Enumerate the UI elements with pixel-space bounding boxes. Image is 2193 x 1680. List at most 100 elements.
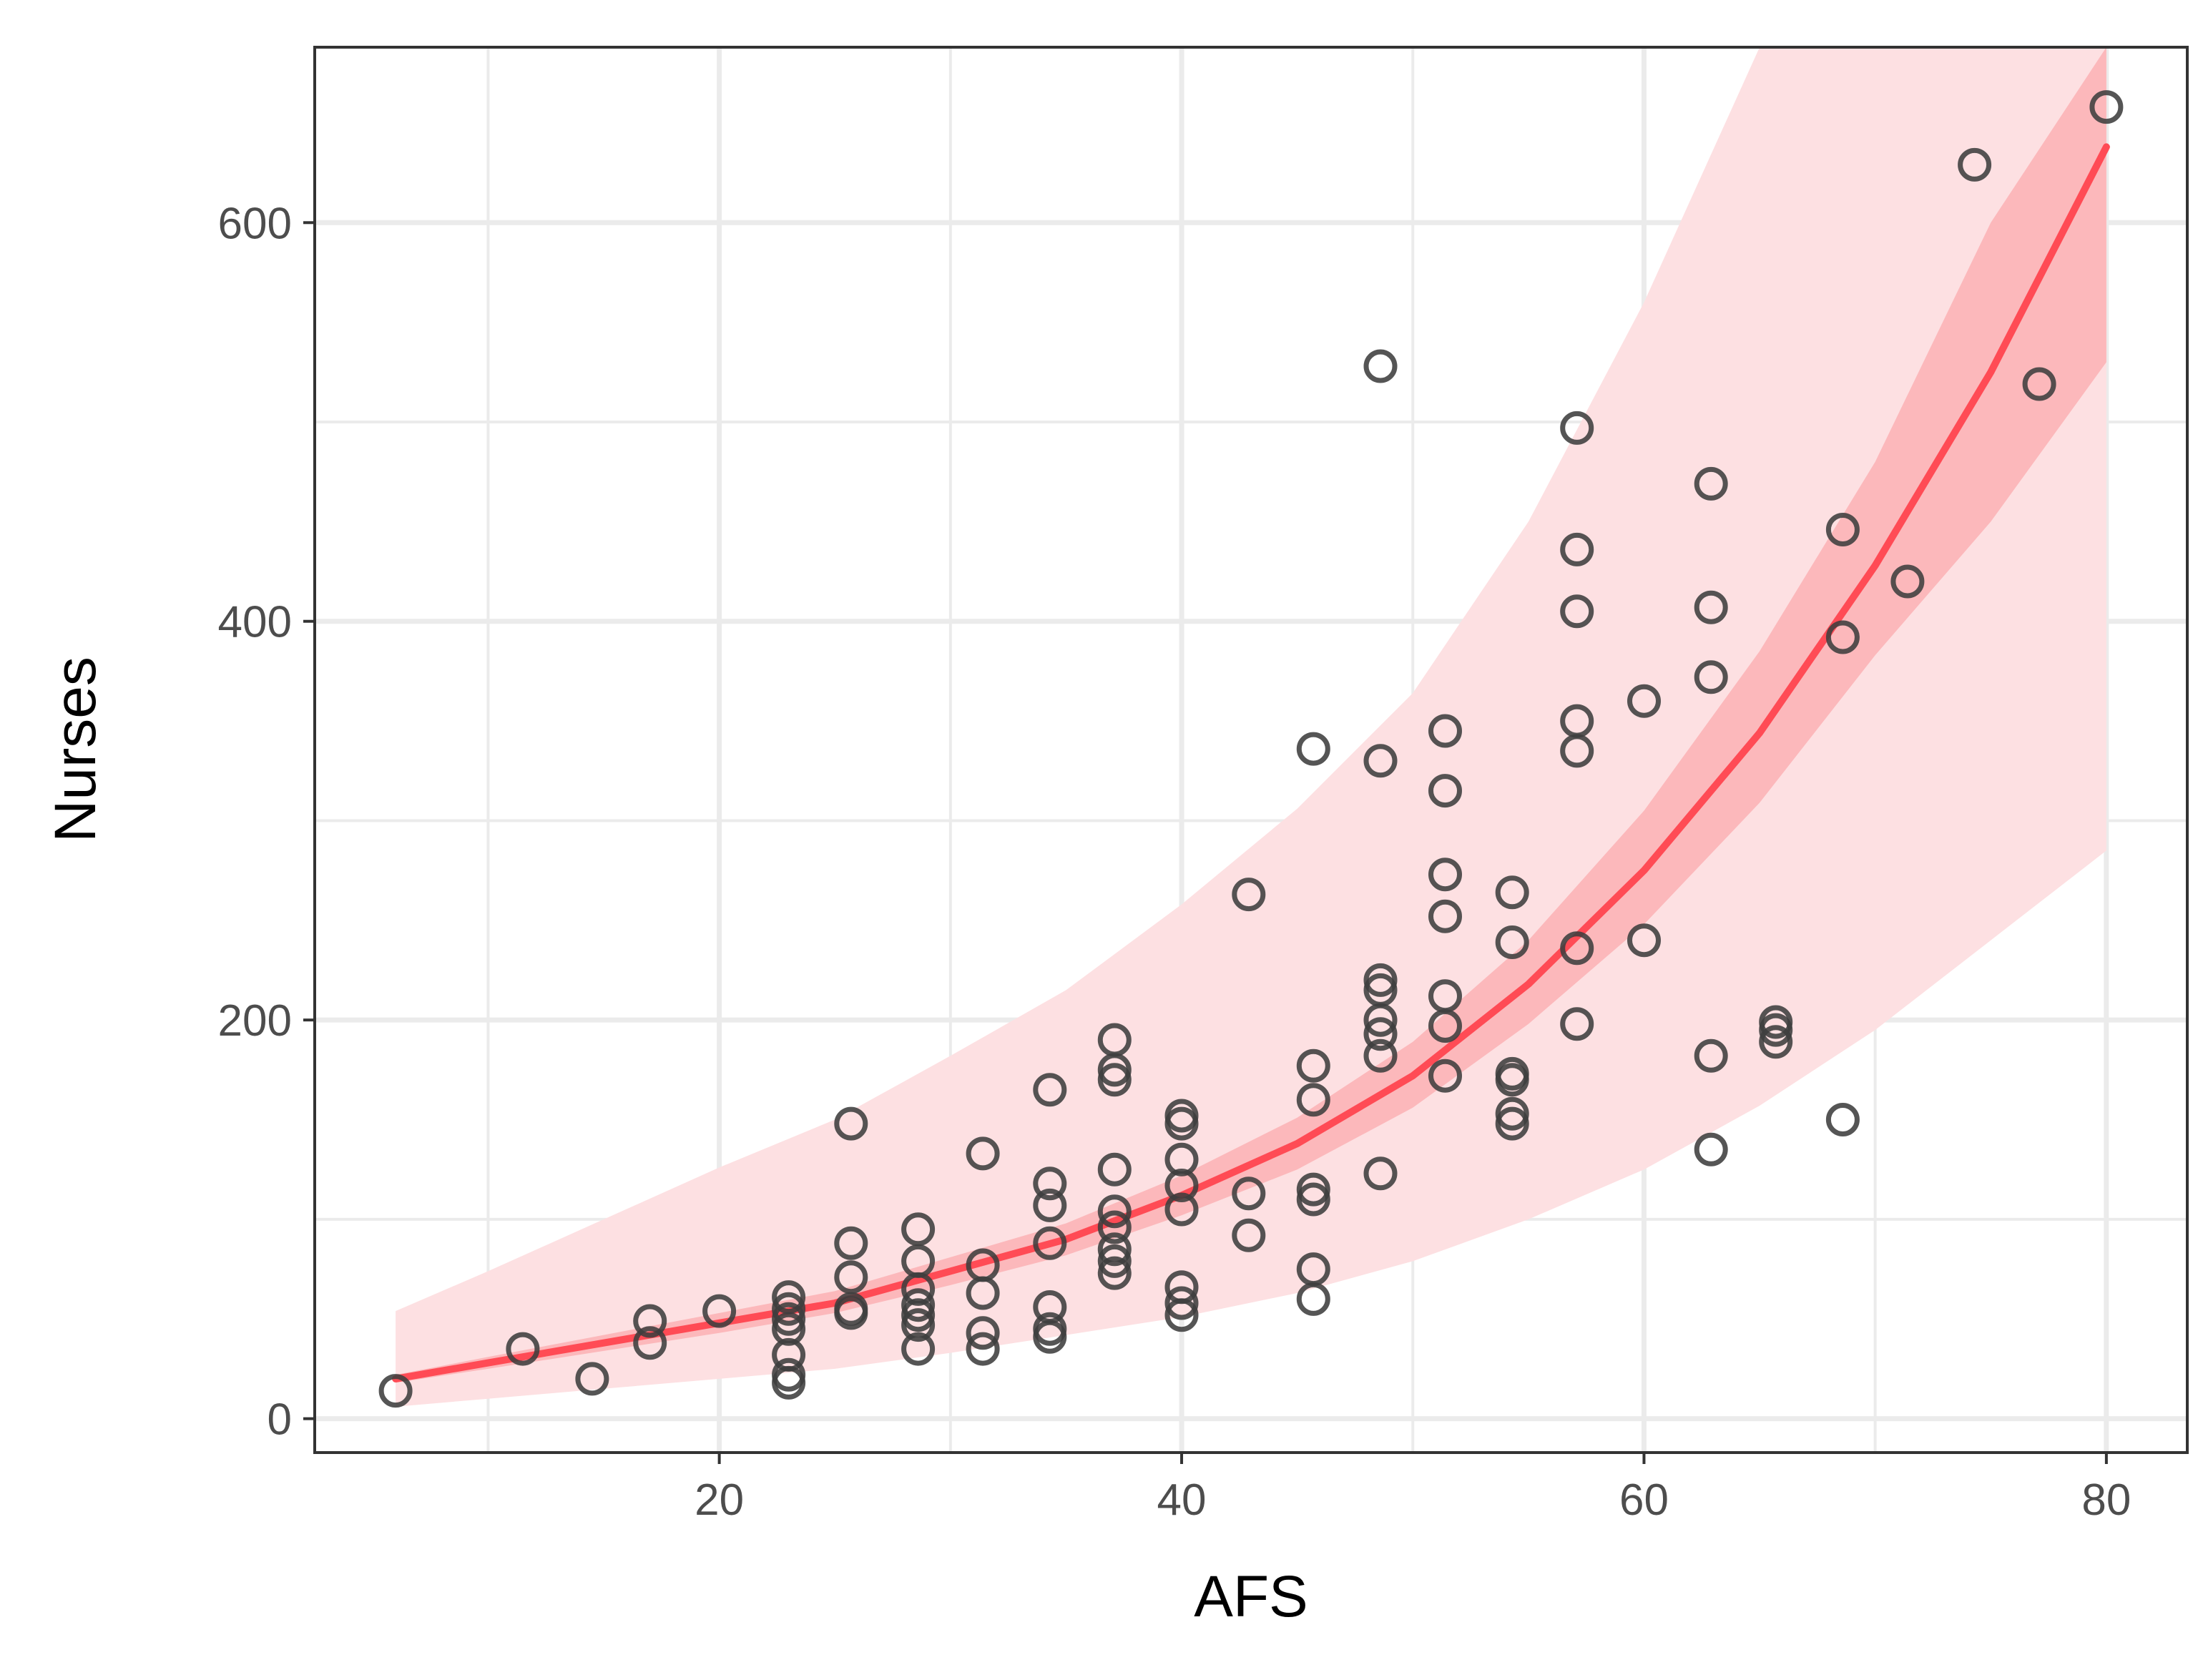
data-points (378, 90, 2124, 1408)
data-point (1097, 1063, 1132, 1097)
data-point (1097, 1256, 1132, 1290)
data-point (772, 1357, 806, 1392)
data-point (901, 1288, 936, 1322)
data-point (1097, 1210, 1132, 1244)
y-tick-label-0: 0 (268, 1395, 292, 1445)
x-axis-title: AFS (1194, 1564, 1308, 1629)
data-point (1694, 590, 1728, 624)
data-point (1296, 1048, 1330, 1083)
data-point (633, 1304, 667, 1338)
data-point (1428, 858, 1462, 892)
data-point (1164, 1286, 1199, 1320)
data-point (1495, 875, 1529, 910)
x-tick-label-80: 80 (2081, 1475, 2131, 1525)
data-point (772, 1312, 806, 1346)
y-tick-label-400: 400 (218, 598, 292, 647)
data-point (901, 1212, 936, 1247)
data-point (1363, 744, 1398, 778)
x-tick-label-60: 60 (1619, 1475, 1669, 1525)
data-point (1164, 1169, 1199, 1202)
x-axis: 20 40 60 80 (695, 1453, 2131, 1525)
data-point (2089, 90, 2124, 124)
data-point (1560, 411, 1594, 445)
data-point (1627, 684, 1661, 718)
y-tick-label-600: 600 (218, 199, 292, 248)
data-point (1363, 1156, 1398, 1191)
data-point (1033, 1312, 1067, 1346)
data-point (1033, 1226, 1067, 1260)
data-point (1428, 1058, 1462, 1093)
data-point (834, 1292, 868, 1326)
data-point (901, 1244, 936, 1278)
data-point (1164, 1270, 1199, 1305)
data-point (1232, 878, 1266, 912)
data-point (575, 1362, 609, 1396)
data-point (1560, 704, 1594, 738)
data-point (1363, 1017, 1398, 1051)
data-point (1296, 1252, 1330, 1287)
data-point (1759, 1025, 1793, 1059)
data-point (1296, 1182, 1330, 1217)
data-point (1428, 714, 1462, 748)
data-point (1694, 660, 1728, 694)
x-tick-label-20: 20 (695, 1475, 744, 1525)
data-point (1495, 1106, 1529, 1141)
data-point (772, 1292, 806, 1326)
data-point (1097, 1232, 1132, 1267)
data-point (1363, 1038, 1398, 1073)
data-point (1825, 620, 1860, 654)
data-point (1097, 1023, 1132, 1057)
data-point (378, 1374, 413, 1408)
data-point (772, 1302, 806, 1336)
data-point (702, 1294, 737, 1328)
data-point (1164, 1099, 1199, 1133)
data-point (1296, 1172, 1330, 1207)
data-point (1627, 923, 1661, 958)
data-point (1759, 1005, 1793, 1039)
data-point (1232, 1177, 1266, 1211)
data-point (1097, 1152, 1132, 1187)
data-point (1363, 349, 1398, 383)
data-point (834, 1226, 868, 1260)
data-point (1296, 732, 1330, 766)
data-point (506, 1332, 540, 1366)
data-point (1560, 931, 1594, 966)
y-tick-label-200: 200 (218, 996, 292, 1046)
data-point (1097, 1194, 1132, 1229)
data-point (966, 1248, 1000, 1282)
data-point (1495, 1056, 1529, 1091)
data-point (1033, 1166, 1067, 1201)
data-point (1694, 466, 1728, 501)
data-point (1890, 564, 1925, 599)
panel-border (313, 46, 2189, 1454)
data-point (1495, 1096, 1529, 1131)
data-point (1097, 1244, 1132, 1278)
data-point (633, 1326, 667, 1360)
data-point (1694, 1038, 1728, 1073)
data-point (1232, 1218, 1266, 1252)
data-point (901, 1332, 936, 1366)
data-point (1958, 147, 1992, 182)
data-point (1428, 899, 1462, 933)
data-point (1694, 1132, 1728, 1166)
data-point (834, 1106, 868, 1141)
data-point (1164, 1192, 1199, 1227)
data-point (1825, 513, 1860, 546)
data-point (1033, 1290, 1067, 1324)
data-point (1164, 1142, 1199, 1177)
data-point (966, 1316, 1000, 1350)
data-point (1428, 774, 1462, 808)
data-point (901, 1298, 936, 1332)
prediction-interval-band (396, 47, 2106, 1407)
data-point (1296, 1083, 1330, 1117)
data-point (1033, 1073, 1067, 1107)
confidence-interval-band (396, 47, 2106, 1383)
data-point (1033, 1188, 1067, 1222)
x-tick-label-40: 40 (1157, 1475, 1207, 1525)
data-point (1560, 594, 1594, 629)
data-point (1825, 1103, 1860, 1136)
data-point (966, 1136, 1000, 1171)
y-axis: 0 200 400 600 (218, 199, 315, 1445)
data-point (1363, 963, 1398, 997)
